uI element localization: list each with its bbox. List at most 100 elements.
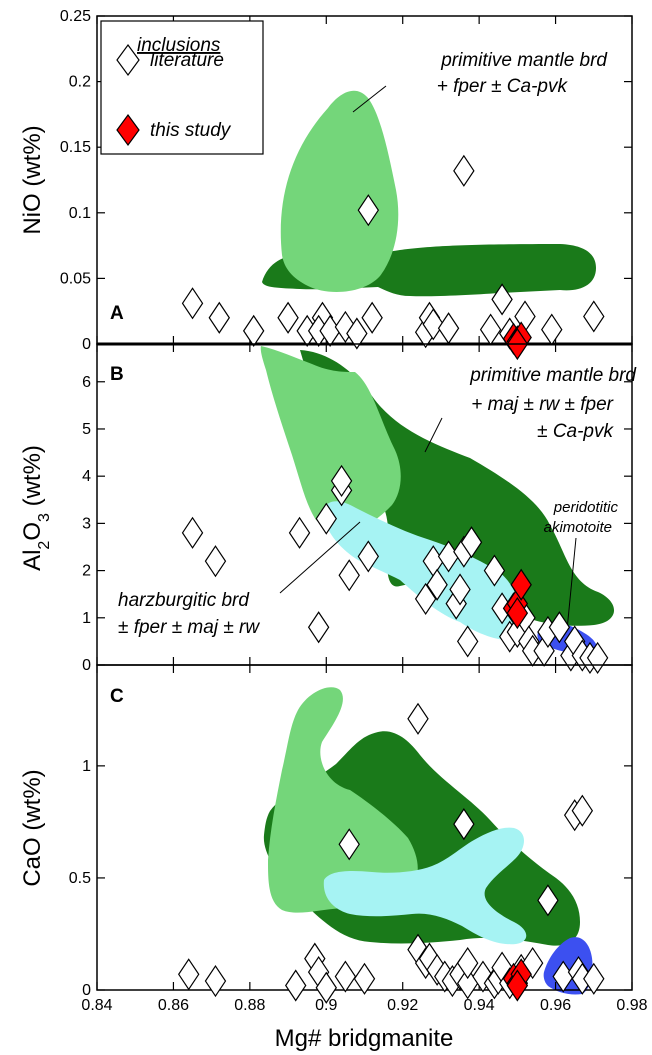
panel-a-points bbox=[181, 154, 605, 361]
literature-point bbox=[548, 611, 571, 644]
literature-point bbox=[334, 310, 357, 344]
harzburgitic-field bbox=[323, 827, 527, 945]
panel-c-letter: C bbox=[110, 686, 124, 707]
legend-literature-marker bbox=[116, 43, 140, 77]
literature-point bbox=[353, 962, 376, 995]
literature-point bbox=[334, 960, 357, 993]
legend: inclusions literature this study bbox=[100, 20, 264, 155]
y-tick-label: 2 bbox=[82, 563, 91, 580]
literature-point bbox=[338, 828, 360, 861]
y-tick-label: 3 bbox=[82, 515, 91, 532]
y-tick-label: 6 bbox=[82, 374, 91, 391]
literature-point bbox=[346, 317, 368, 350]
panel-b-annotation-line-2: + maj ± rw ± fper bbox=[471, 394, 613, 415]
y-tick-label: 5 bbox=[82, 421, 91, 438]
literature-point bbox=[338, 559, 360, 592]
panel-b-points bbox=[181, 464, 609, 675]
panel-b-aki-leader-line bbox=[566, 537, 577, 631]
y-tick-label: 0.5 bbox=[69, 870, 91, 887]
this-study-point bbox=[506, 596, 529, 630]
legend-this-study-marker bbox=[116, 113, 140, 147]
panel-b-letter: B bbox=[110, 364, 124, 385]
literature-point bbox=[204, 964, 227, 998]
y-tick-label: 0.1 bbox=[69, 205, 91, 222]
panel-b-annotation-line-3: ± Ca-pvk bbox=[537, 421, 614, 442]
literature-point bbox=[453, 808, 475, 841]
panel-b-ylabel-sub2: 3 bbox=[36, 513, 53, 522]
y-tick-label: 0 bbox=[82, 657, 91, 674]
literature-point bbox=[460, 526, 483, 559]
panel-b-ylabel-mid: O bbox=[19, 522, 46, 541]
literature-point bbox=[284, 969, 307, 1002]
literature-point bbox=[491, 283, 513, 316]
panel-a-annotation-line-1: primitive mantle brd bbox=[440, 50, 608, 71]
legend-literature-label: literature bbox=[150, 50, 224, 71]
x-tick-label: 0.92 bbox=[387, 997, 418, 1014]
y-tick-label: 1 bbox=[82, 610, 91, 627]
legend-title: inclusions bbox=[137, 35, 221, 56]
y-tick-label: 1 bbox=[82, 758, 91, 775]
y-tick-label: 0.2 bbox=[69, 74, 91, 91]
literature-point bbox=[277, 301, 299, 334]
literature-point bbox=[181, 287, 204, 320]
literature-point bbox=[208, 301, 231, 334]
panel-c-ylabel: CaO (wt%) bbox=[19, 769, 46, 886]
this-study-point bbox=[506, 969, 529, 1002]
legend-this-study-label: this study bbox=[150, 120, 232, 141]
panel-c-x-ticks: 0.84 0.86 0.88 0.9 0.92 0.94 0.96 0.98 bbox=[81, 665, 648, 1014]
x-tick-label: 0.98 bbox=[616, 997, 647, 1014]
y-tick-label: 0.15 bbox=[60, 139, 91, 156]
panel-b: 0 1 2 3 4 5 6 Al2O3 (wt%) B primitive mantle b… bbox=[19, 343, 637, 675]
literature-point bbox=[307, 611, 330, 644]
literature-point bbox=[456, 947, 479, 980]
y-tick-label: 0.05 bbox=[60, 270, 91, 287]
primitive-mantle-light-field bbox=[280, 90, 399, 292]
y-tick-label: 0.25 bbox=[60, 8, 91, 25]
literature-point bbox=[315, 971, 338, 1004]
literature-point bbox=[407, 702, 429, 735]
literature-point bbox=[361, 301, 383, 334]
panel-b-fields bbox=[260, 346, 615, 655]
panel-c-points bbox=[177, 702, 605, 1004]
panel-a-ylabel: NiO (wt%) bbox=[19, 125, 46, 234]
literature-point bbox=[437, 312, 460, 345]
literature-point bbox=[453, 154, 475, 187]
literature-point bbox=[571, 794, 594, 827]
panel-b-leader-line bbox=[424, 417, 443, 453]
literature-point bbox=[330, 464, 353, 497]
panel-c-fields bbox=[263, 687, 593, 995]
literature-point bbox=[242, 314, 265, 347]
panel-b-y-ticks: 0 1 2 3 4 5 6 bbox=[82, 374, 632, 674]
x-axis-label: Mg# bridgmanite bbox=[275, 1025, 454, 1052]
literature-point bbox=[483, 554, 506, 587]
panel-c: 00.51 0.84 0.86 0.88 0.9 0.92 0.94 0.96 0.98 Ca… bbox=[19, 664, 648, 1014]
y-tick-label: 0 bbox=[82, 982, 91, 999]
panel-b-aki-line-1: peridotitic bbox=[553, 499, 619, 516]
x-tick-label: 0.88 bbox=[234, 997, 265, 1014]
literature-point bbox=[315, 502, 338, 535]
literature-point bbox=[422, 308, 445, 341]
panel-b-harz-annotation: harzburgitic brd ± fper ± maj ± rw bbox=[118, 521, 361, 638]
x-tick-label: 0.94 bbox=[464, 997, 495, 1014]
x-tick-label: 0.84 bbox=[81, 997, 112, 1014]
y-tick-label: 4 bbox=[82, 468, 91, 485]
literature-point bbox=[177, 958, 200, 991]
panel-b-ylabel-main: Al bbox=[19, 550, 46, 571]
panel-b-harz-line-2: ± fper ± maj ± rw bbox=[118, 617, 260, 638]
literature-point bbox=[204, 545, 227, 578]
literature-point bbox=[541, 313, 563, 346]
x-tick-label: 0.9 bbox=[315, 997, 337, 1014]
primitive-mantle-light-field bbox=[260, 346, 401, 531]
panel-a: 0 0.05 0.1 0.15 0.2 0.25 NiO (wt%) A inclusio… bbox=[19, 8, 633, 361]
literature-point bbox=[357, 540, 380, 573]
literature-point bbox=[414, 582, 437, 615]
literature-point bbox=[357, 194, 380, 227]
panel-a-annotation: primitive mantle brd + fper ± Ca-pvk bbox=[352, 50, 608, 113]
panel-b-annotation-line-1: primitive mantle brd bbox=[469, 365, 637, 386]
panel-b-ylabel: Al2O3 (wt%) bbox=[19, 445, 53, 571]
literature-point bbox=[426, 568, 448, 601]
panel-b-harz-line-1: harzburgitic brd bbox=[118, 590, 250, 611]
panel-a-fields bbox=[262, 90, 596, 297]
panel-b-annotation: primitive mantle brd + maj ± rw ± fper ±… bbox=[424, 365, 637, 453]
literature-point bbox=[537, 884, 559, 917]
